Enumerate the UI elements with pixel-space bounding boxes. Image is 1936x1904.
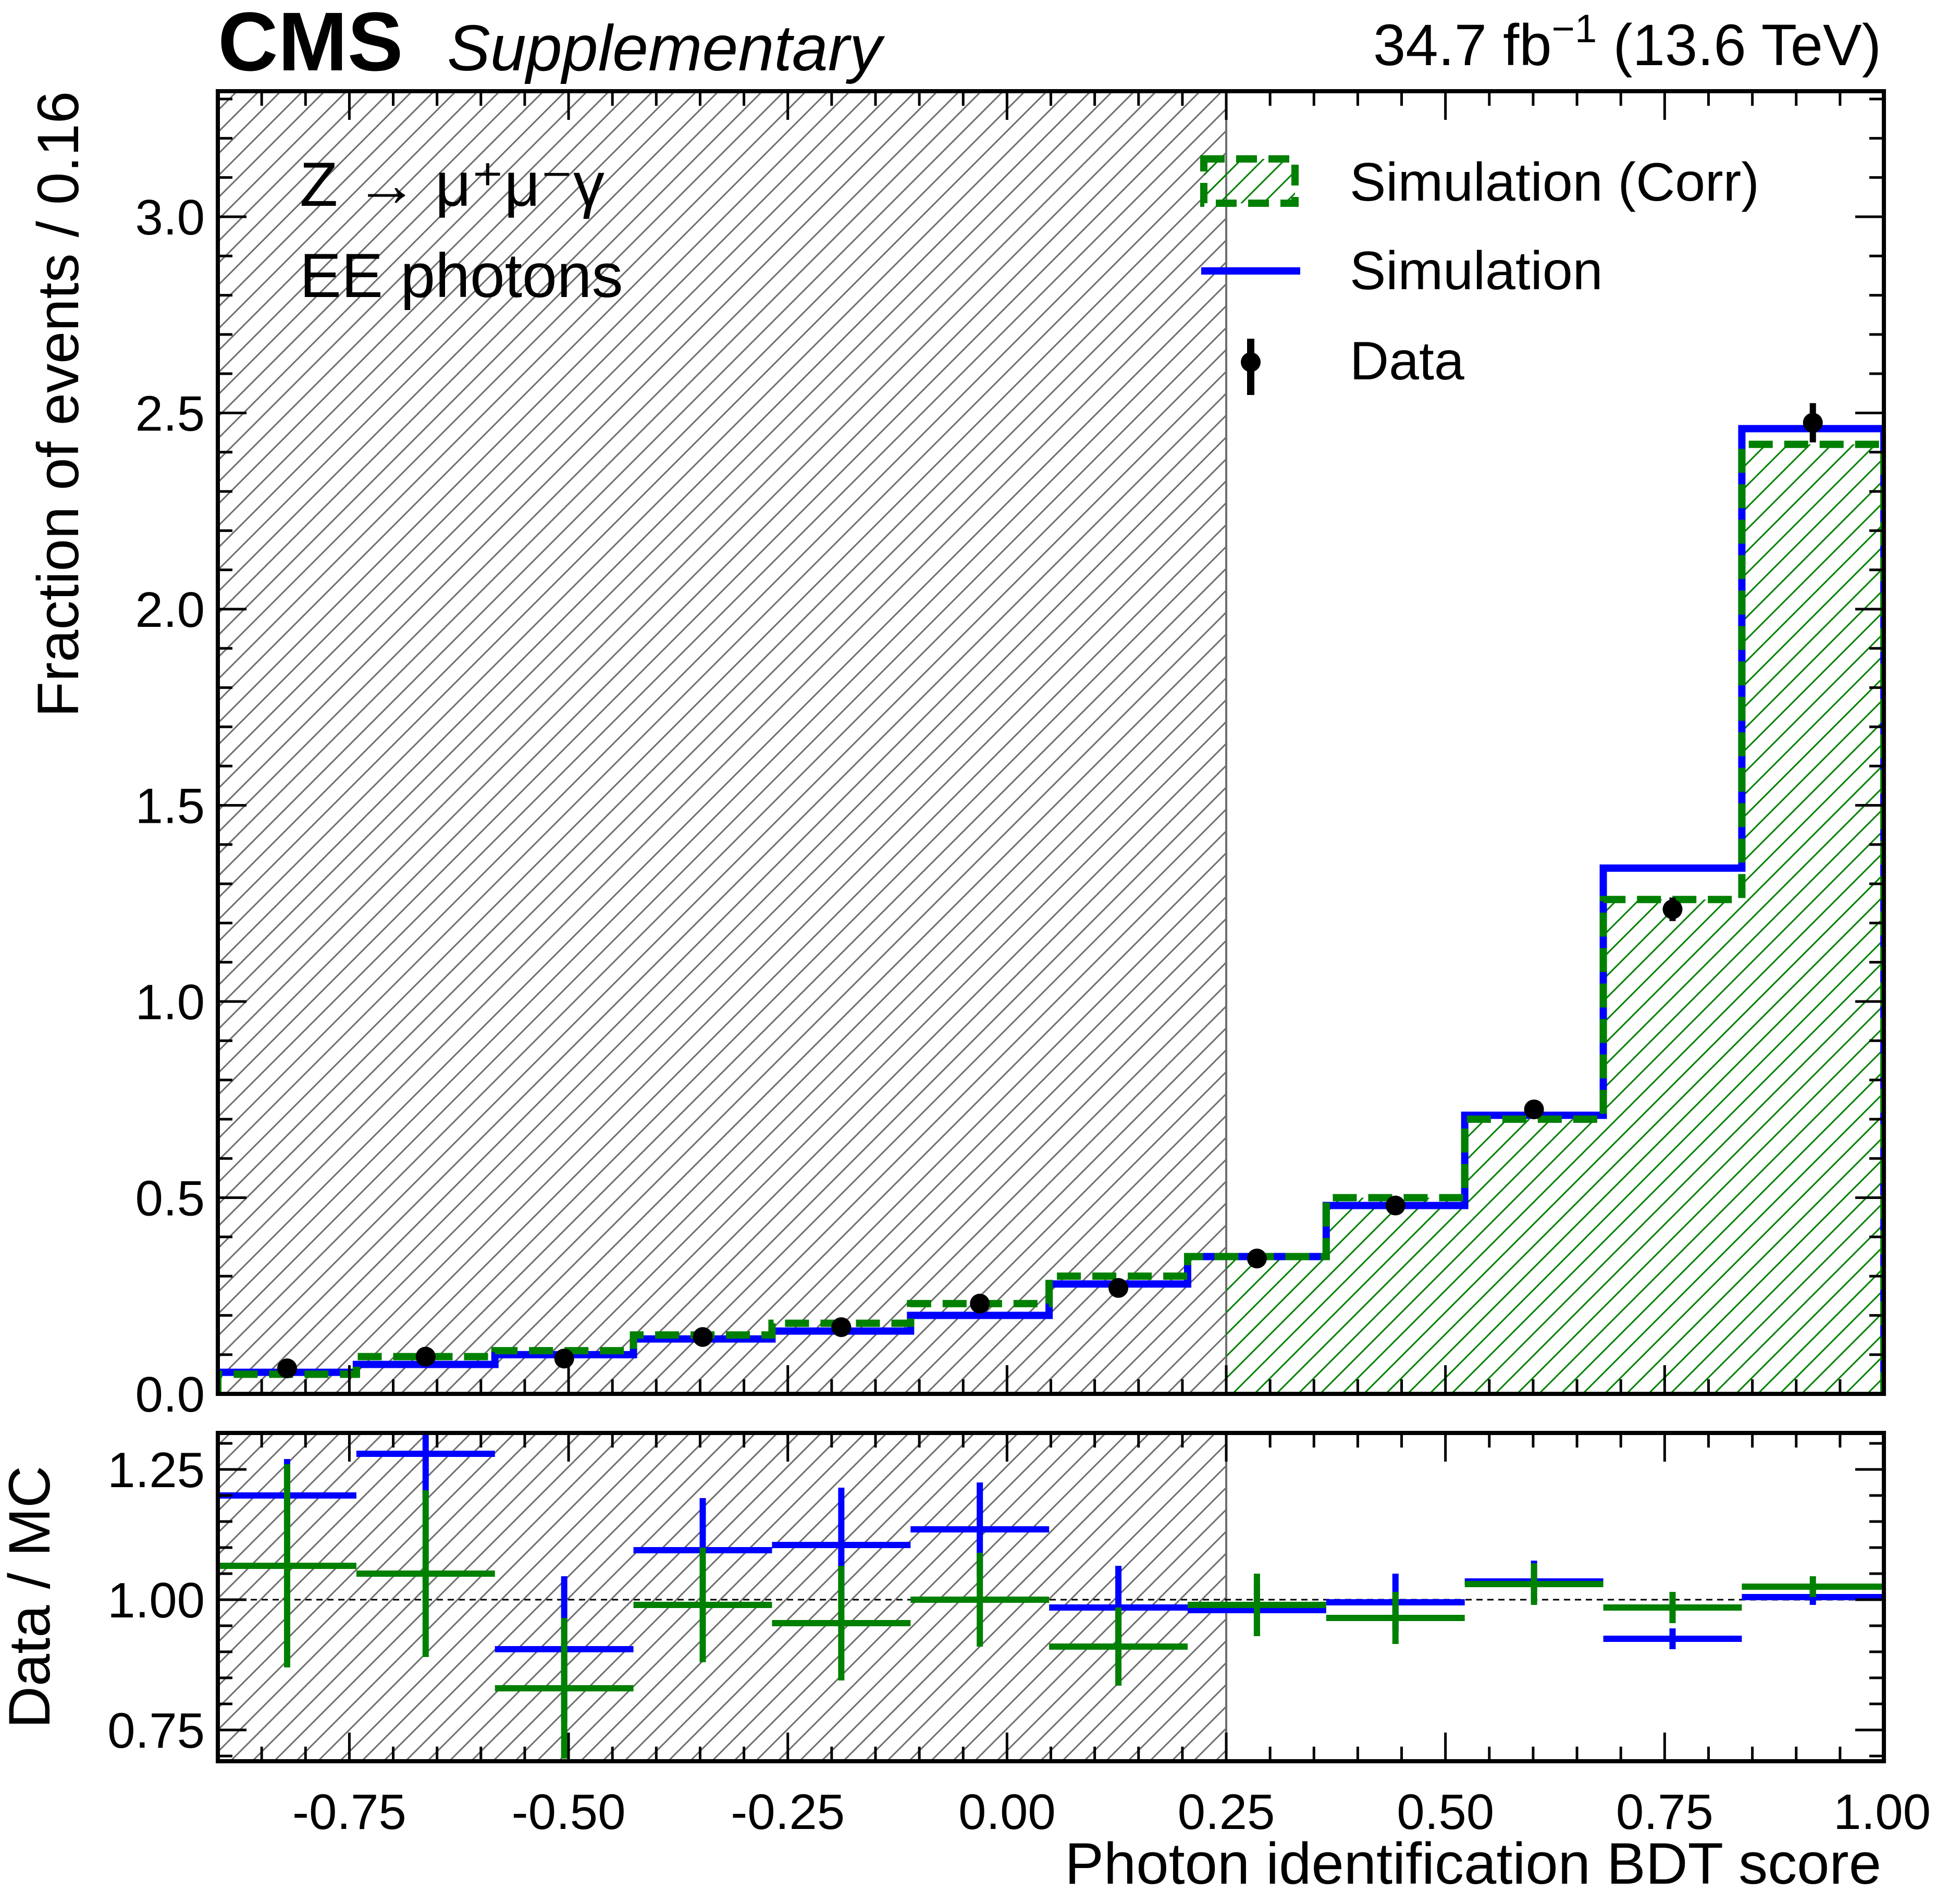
data-point — [1662, 899, 1683, 920]
xtick-label: 0.50 — [1397, 1784, 1494, 1840]
data-point — [1108, 1278, 1129, 1298]
luminosity-label: 34.7 fb−1 (13.6 TeV) — [1373, 7, 1881, 78]
ratio-y-axis-title: Data / MC — [0, 1466, 62, 1728]
category-annotation: EE photons — [300, 241, 623, 311]
main-ytick-label: 0.0 — [135, 1367, 205, 1423]
data-point — [693, 1327, 713, 1347]
data-point — [1803, 413, 1823, 433]
legend-label-data: Data — [1350, 331, 1464, 391]
excluded-region — [218, 91, 1227, 1394]
main-ytick-label: 1.0 — [135, 974, 205, 1030]
xtick-label: -0.75 — [292, 1784, 406, 1840]
x-axis-title: Photon identification BDT score — [1065, 1831, 1881, 1896]
main-panel: 0.0 0.5 1.0 1.5 2.0 2.5 3.0 Fraction of events… — [26, 89, 1886, 1423]
xtick-label: -0.50 — [512, 1784, 626, 1840]
main-ytick-label: 2.0 — [135, 582, 205, 638]
process-annotation: Z → μ⁺μ⁻γ — [300, 150, 605, 219]
main-ytick-label: 3.0 — [135, 190, 205, 245]
legend-label-corr: Simulation (Corr) — [1350, 152, 1759, 213]
ratio-ytick-label: 1.00 — [107, 1573, 205, 1628]
supplementary-label: Supplementary — [447, 13, 885, 84]
ratio-ytick-label: 0.75 — [107, 1703, 205, 1759]
legend-label-sim: Simulation — [1350, 241, 1603, 301]
ratio-excluded-region — [218, 1433, 1227, 1761]
main-ytick-label: 2.5 — [135, 386, 205, 441]
data-point — [554, 1349, 574, 1369]
ratio-ytick-label: 1.25 — [107, 1442, 205, 1498]
data-point — [970, 1293, 990, 1314]
xtick-label: 0.00 — [958, 1784, 1056, 1840]
data-point — [831, 1317, 852, 1337]
corr-simulation-fill — [1226, 444, 1884, 1394]
ratio-panel: 0.75 1.00 1.25 -0.75 -0.50 -0.25 0.00 0.25 0.50… — [0, 1431, 1931, 1896]
legend: Simulation (Corr) Simulation Data — [1200, 152, 1759, 395]
data-point — [277, 1358, 297, 1379]
xtick-label: -0.25 — [731, 1784, 845, 1840]
main-y-axis-title: Fraction of events / 0.16 — [26, 91, 91, 718]
cms-label: CMS — [218, 0, 403, 88]
data-point — [1247, 1248, 1267, 1269]
corr-simulation-step — [218, 440, 1884, 1394]
data-point — [415, 1346, 436, 1367]
main-ytick-label: 0.5 — [135, 1170, 205, 1226]
xtick-label: 0.25 — [1178, 1784, 1275, 1840]
main-ytick-label: 1.5 — [135, 778, 205, 834]
xtick-label: 0.75 — [1616, 1784, 1713, 1840]
xtick-label: 1.00 — [1833, 1784, 1931, 1840]
data-point — [1524, 1099, 1544, 1120]
legend-swatch-data-marker — [1241, 352, 1261, 372]
data-point — [1385, 1195, 1405, 1216]
legend-swatch-corr — [1200, 155, 1299, 207]
